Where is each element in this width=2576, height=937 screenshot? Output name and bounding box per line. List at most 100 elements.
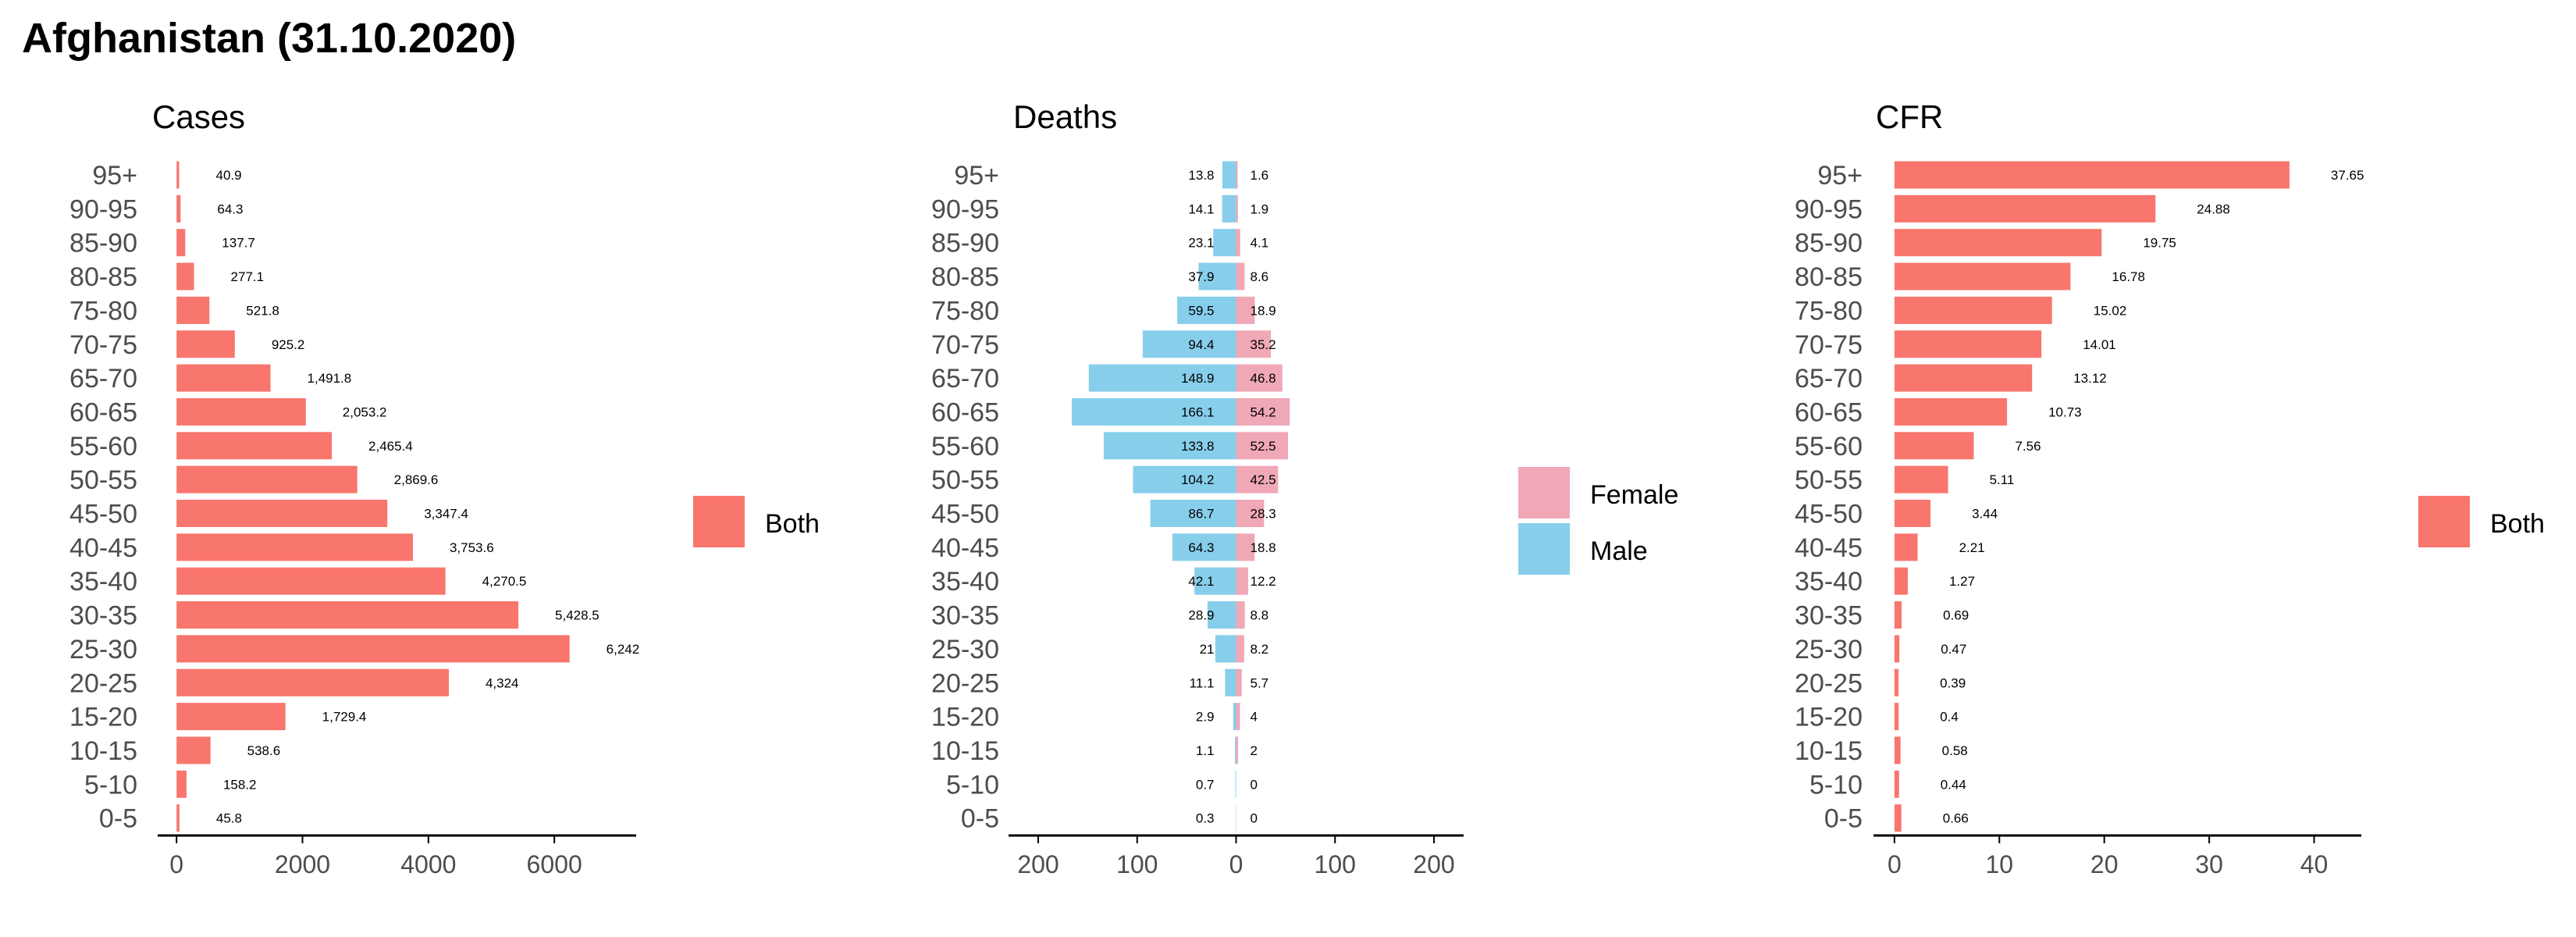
cfr-value-label: 0.39 (1940, 675, 1966, 690)
cfr-value-label: 0.69 (1943, 608, 1969, 623)
deaths-value-label-female: 2 (1251, 743, 1258, 758)
cfr-value-label: 2.21 (1959, 540, 1985, 555)
deaths-value-label-male: 133.8 (1181, 439, 1215, 454)
deaths-bar-female (1236, 161, 1238, 189)
cases-value-label: 3,347.4 (424, 507, 468, 522)
cases-bar (176, 567, 446, 595)
cfr-value-label: 37.65 (2331, 168, 2364, 183)
deaths-value-label-male: 13.8 (1188, 168, 1214, 183)
age-group-label: 60-65 (1795, 397, 1863, 427)
cases-bar (176, 668, 449, 697)
age-group-label: 10-15 (1795, 736, 1863, 766)
cases-value-label: 64.3 (217, 201, 243, 216)
deaths-bar-female (1236, 397, 1290, 426)
age-group-label: 75-80 (931, 296, 999, 326)
legend-swatch-both (693, 496, 745, 547)
legend-label-female: Female (1590, 480, 1678, 510)
deaths-value-label-female: 46.8 (1251, 371, 1276, 386)
cfr-bar (1894, 432, 1974, 460)
cases-bar (176, 703, 286, 731)
age-group-label: 95+ (1817, 161, 1863, 191)
age-group-label: 70-75 (69, 330, 137, 360)
age-group-label: 50-55 (69, 465, 137, 495)
legend-swatch-male (1518, 523, 1570, 575)
deaths-value-label-male: 86.7 (1188, 507, 1214, 522)
cases-bar (176, 804, 180, 832)
deaths-bar-female (1236, 364, 1283, 392)
age-group-label: 20-25 (1795, 668, 1863, 698)
age-group-label: 85-90 (69, 229, 137, 258)
age-group-label: 70-75 (931, 330, 999, 360)
deaths-bar-male (1215, 635, 1236, 663)
age-group-label: 60-65 (931, 397, 999, 427)
legend-swatch-both (2418, 496, 2470, 547)
deaths-value-label-female: 0 (1251, 811, 1258, 826)
deaths-bar-male (1233, 703, 1236, 731)
deaths-value-label-female: 42.5 (1251, 472, 1276, 487)
cases-value-label: 40.9 (215, 168, 241, 183)
age-group-label: 65-70 (69, 364, 137, 394)
deaths-bar-male (1142, 330, 1236, 358)
x-tick-label: 100 (1116, 850, 1158, 878)
x-tick-label: 40 (2300, 850, 2329, 878)
deaths-value-label-male: 11.1 (1190, 675, 1215, 690)
cases-bar (176, 635, 570, 663)
deaths-bar-male (1225, 668, 1236, 697)
age-group-label: 25-30 (931, 635, 999, 664)
cases-value-label: 521.8 (246, 303, 279, 318)
age-group-label: 5-10 (1809, 770, 1863, 800)
cases-value-label: 158.2 (223, 777, 257, 792)
legend-label-both: Both (2490, 509, 2545, 539)
cases-bar (176, 533, 413, 561)
x-tick-label: 100 (1315, 850, 1356, 878)
deaths-value-label-male: 1.1 (1196, 743, 1215, 758)
deaths-value-label-male: 104.2 (1181, 472, 1215, 487)
age-group-label: 90-95 (69, 194, 137, 224)
x-tick-label: 0 (169, 850, 183, 878)
age-group-label: 40-45 (931, 533, 999, 563)
age-group-label: 85-90 (931, 229, 999, 258)
deaths-bar-female (1236, 668, 1242, 697)
deaths-value-label-male: 23.1 (1188, 236, 1214, 251)
cfr-value-label: 0.44 (1941, 777, 1966, 792)
age-group-label: 35-40 (1795, 567, 1863, 597)
x-tick-label: 200 (1017, 850, 1059, 878)
age-group-label: 5-10 (84, 770, 137, 800)
cfr-bar (1894, 194, 2156, 223)
cfr-bar (1894, 770, 1899, 798)
x-tick-label: 30 (2195, 850, 2223, 878)
age-group-label: 50-55 (1795, 465, 1863, 495)
cases-bar (176, 601, 519, 629)
age-group-label: 60-65 (69, 397, 137, 427)
cases-bar (176, 229, 186, 257)
deaths-bar-male (1103, 432, 1236, 460)
deaths-value-label-female: 4 (1251, 710, 1258, 725)
cfr-value-label: 0.58 (1942, 743, 1968, 758)
deaths-value-label-female: 35.2 (1251, 337, 1276, 352)
cfr-bar (1894, 364, 2033, 392)
cfr-value-label: 13.12 (2073, 371, 2107, 386)
deaths-bar-female (1236, 432, 1289, 460)
age-group-label: 0-5 (99, 804, 137, 834)
x-tick-label: 0 (1888, 850, 1902, 878)
deaths-value-label-female: 4.1 (1251, 236, 1269, 251)
age-group-label: 45-50 (1795, 500, 1863, 529)
cfr-value-label: 1.27 (1949, 574, 1975, 589)
deaths-bar-male (1235, 736, 1236, 764)
cfr-value-label: 5.11 (1990, 472, 2015, 487)
cfr-bar (1894, 533, 1918, 561)
cfr-value-label: 7.56 (2015, 439, 2041, 454)
cfr-value-label: 3.44 (1972, 507, 1998, 522)
deaths-bar-female (1236, 567, 1248, 595)
age-group-label: 15-20 (1795, 703, 1863, 732)
cases-value-label: 45.8 (216, 811, 242, 826)
age-group-label: 80-85 (931, 262, 999, 292)
age-group-label: 55-60 (1795, 432, 1863, 461)
deaths-bar-male (1150, 500, 1236, 527)
age-group-label: 20-25 (931, 668, 999, 698)
deaths-value-label-male: 37.9 (1188, 269, 1214, 284)
deaths-value-label-female: 28.3 (1251, 507, 1276, 522)
deaths-value-label-female: 8.8 (1251, 608, 1269, 623)
deaths-bar-female (1236, 635, 1244, 663)
